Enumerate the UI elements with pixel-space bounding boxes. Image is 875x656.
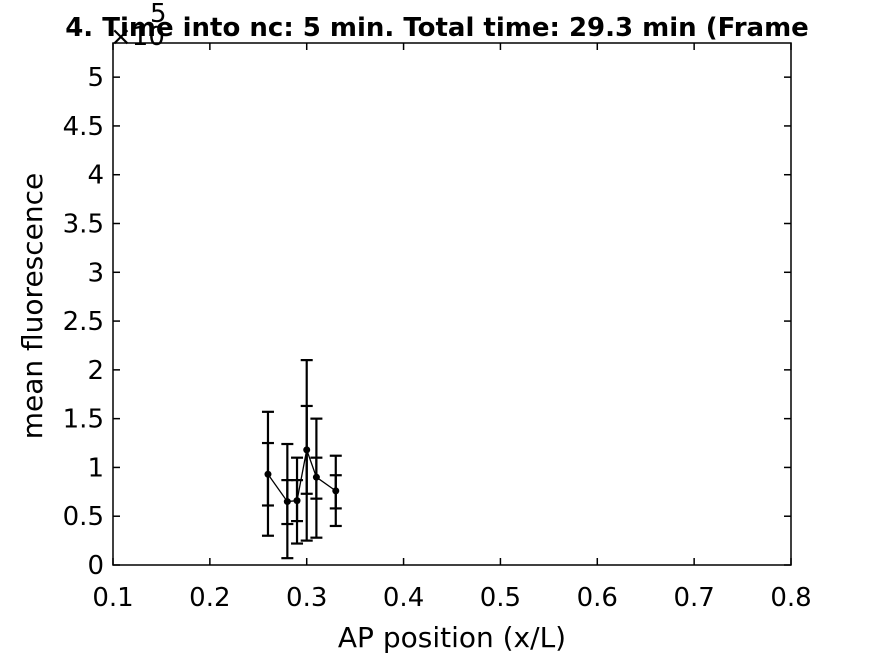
data-point (312, 473, 320, 481)
chart-title: 4. Time into nc: 5 min. Total time: 29.3… (65, 13, 809, 43)
y-tick-label: 1.5 (63, 405, 104, 435)
data-point (283, 498, 291, 506)
y-tick-label: 2.5 (63, 307, 104, 337)
y-tick-label: 4 (87, 161, 104, 191)
y-exponent-label: ×10 (110, 22, 165, 52)
x-tick-label: 0.1 (92, 583, 133, 613)
data-point (303, 446, 311, 454)
y-tick-label: 0.5 (63, 502, 104, 532)
x-tick-label: 0.2 (189, 583, 230, 613)
plot-frame (112, 42, 792, 566)
y-tick-label: 5 (87, 63, 104, 93)
y-exponent-power: 5 (150, 0, 167, 29)
x-tick-label: 0.8 (770, 583, 811, 613)
data-layer (261, 359, 342, 560)
x-tick-label: 0.5 (480, 583, 521, 613)
ticks-layer: 0.1 0.2 0.3 0.4 0.5 0.6 0.7 0.8 0 0.5 1 1.5 2 2.5 3 3.5… (63, 43, 812, 613)
y-tick-label: 3.5 (63, 210, 104, 240)
y-tick-label: 3 (87, 258, 104, 288)
x-axis-label: AP position (x/L) (338, 621, 566, 654)
x-tick-label: 0.7 (673, 583, 714, 613)
x-tick-label: 0.6 (577, 583, 618, 613)
y-tick-label: 4.5 (63, 112, 104, 142)
x-tick-label: 0.3 (286, 583, 327, 613)
series-line (267, 447, 337, 503)
data-point (332, 487, 340, 495)
data-point (264, 470, 272, 478)
data-point (293, 497, 301, 505)
y-axis-label: mean fluorescence (16, 173, 49, 440)
y-tick-label: 1 (87, 453, 104, 483)
y-tick-label: 2 (87, 356, 104, 386)
x-tick-label: 0.4 (383, 583, 424, 613)
plot-area (113, 43, 791, 565)
y-tick-label: 0 (87, 551, 104, 581)
